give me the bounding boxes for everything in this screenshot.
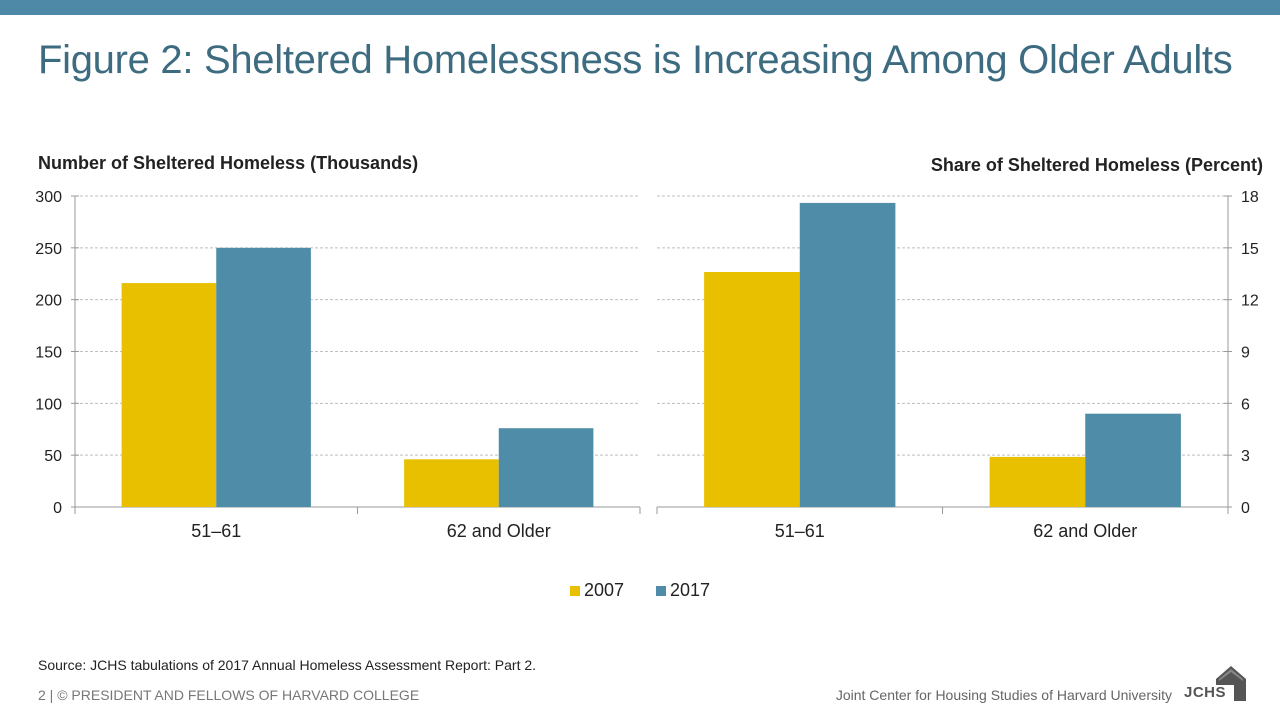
y-tick-label: 9 xyxy=(1241,345,1250,362)
bar-2007-age-51-61 xyxy=(704,272,800,507)
bar-2017-age-62-older xyxy=(498,428,594,507)
y-tick-label: 0 xyxy=(1241,500,1250,517)
legend-swatch-2017 xyxy=(656,585,666,596)
page-title: Figure 2: Sheltered Homelessness is Incr… xyxy=(38,38,1233,82)
bar-2017-age-51-61 xyxy=(216,247,311,508)
y-tick-label: 50 xyxy=(44,448,62,465)
y-tick-label: 3 xyxy=(1241,448,1250,465)
source-note: Source: JCHS tabulations of 2017 Annual … xyxy=(38,657,537,673)
jchs-logo: JCHS xyxy=(1184,665,1246,703)
y-tick-label: 200 xyxy=(35,293,62,310)
y-tick-label: 18 xyxy=(1241,189,1259,206)
y-tick-label: 250 xyxy=(35,241,62,258)
bar-2017-age-51-61 xyxy=(799,202,896,507)
legend-label-2017: 2017 xyxy=(670,580,711,600)
x-category-label: 62 and Older xyxy=(1033,521,1137,541)
y-tick-label: 0 xyxy=(53,500,62,517)
legend-swatch-2007 xyxy=(569,585,580,596)
legend-item-2007: 2007 xyxy=(569,580,624,601)
x-category-label: 51–61 xyxy=(775,521,825,541)
footer-organization: Joint Center for Housing Studies of Harv… xyxy=(835,687,1172,703)
y-tick-label: 15 xyxy=(1241,241,1259,258)
legend-label-2007: 2007 xyxy=(583,580,624,600)
legend-item-2017: 2017 xyxy=(656,580,710,601)
bar-2017-age-62-older xyxy=(1085,413,1181,507)
left-chart-title: Number of Sheltered Homeless (Thousands) xyxy=(38,153,419,173)
x-category-label: 51–61 xyxy=(191,521,241,541)
y-tick-label: 150 xyxy=(35,345,62,362)
top-accent-bar xyxy=(0,0,1280,15)
footer-copyright: 2 | © PRESIDENT AND FELLOWS OF HARVARD C… xyxy=(38,687,420,703)
y-tick-label: 12 xyxy=(1241,293,1259,310)
house-logo-icon xyxy=(1216,666,1246,701)
logo-text: JCHS xyxy=(1184,684,1227,701)
legend: 2007 2017 xyxy=(0,580,1280,601)
y-tick-label: 100 xyxy=(35,396,62,413)
bar-2007-age-51-61 xyxy=(121,283,217,507)
y-tick-label: 300 xyxy=(35,189,62,206)
bar-2007-age-62-older xyxy=(989,456,1086,507)
right-chart-title: Share of Sheltered Homeless (Percent) xyxy=(930,155,1263,175)
x-category-label: 62 and Older xyxy=(447,521,551,541)
bar-2007-age-62-older xyxy=(404,459,499,507)
y-tick-label: 6 xyxy=(1241,396,1250,413)
